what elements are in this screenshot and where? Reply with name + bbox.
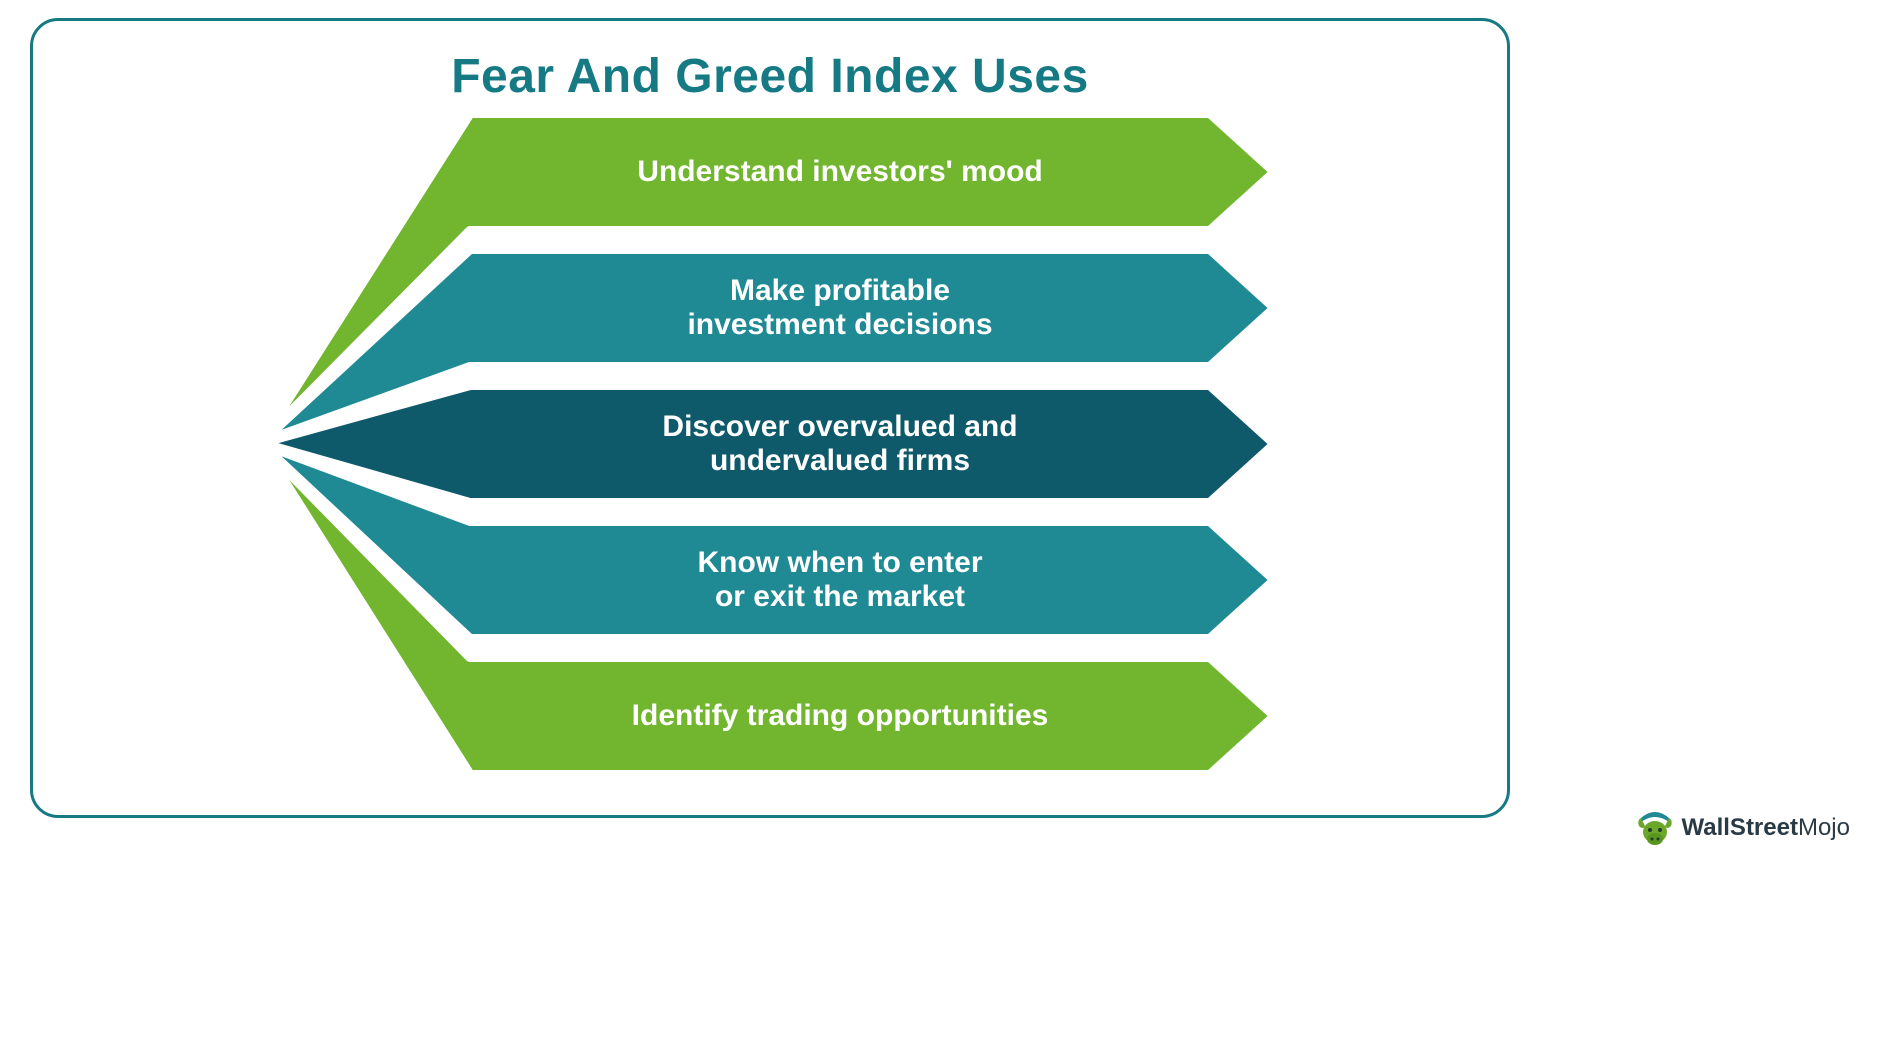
arrow-label-4: Identify trading opportunities xyxy=(470,657,1210,775)
arrow-label-3: Know when to enter or exit the market xyxy=(470,521,1210,639)
bull-icon xyxy=(1635,806,1675,850)
arrow-label-0: Understand investors' mood xyxy=(470,113,1210,231)
brand-text: WallStreetMojo xyxy=(1681,814,1850,842)
brand-logo: WallStreetMojo xyxy=(1635,806,1850,850)
arrow-label-2: Discover overvalued and undervalued firm… xyxy=(470,385,1210,503)
arrow-label-1: Make profitable investment decisions xyxy=(470,249,1210,367)
